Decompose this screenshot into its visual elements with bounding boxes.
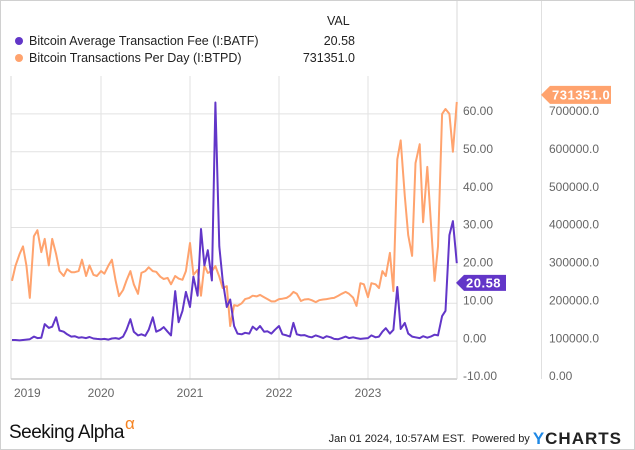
legend-dot-transactions	[15, 54, 23, 62]
left-tick-label: 40.00	[463, 180, 493, 194]
left-tick-label: 0.00	[463, 331, 487, 345]
right-tick-label: 0.00	[549, 369, 573, 383]
legend-item-fee[interactable]: Bitcoin Average Transaction Fee (I:BATF)…	[15, 33, 355, 49]
right-tick-label: 100000.0	[549, 331, 599, 345]
x-tick-label: 2023	[355, 386, 382, 400]
left-tick-label: 60.00	[463, 104, 493, 118]
left-tick-label: -10.00	[463, 369, 497, 383]
legend-value: 20.58	[323, 34, 355, 48]
fee-value-tag-text: 20.58	[466, 275, 501, 290]
transactions-value-tag-shape	[541, 85, 611, 104]
left-tick-label: 50.00	[463, 142, 493, 156]
footer-credits: Jan 01 2024, 10:57AM EST. Powered by YCHA…	[329, 429, 622, 449]
axes: -10.00 0.00 10.00 20.00 30.00 40.00 50.00 60.00…	[10, 1, 599, 400]
legend-dot-fee	[15, 37, 23, 45]
ycharts-logo[interactable]: YCHARTS	[533, 429, 622, 448]
fee-value-tag-shape	[456, 274, 506, 291]
legend-label: Bitcoin Average Transaction Fee (I:BATF)	[29, 34, 259, 48]
transactions-series-line	[11, 101, 458, 327]
powered-by: Powered by	[471, 433, 530, 445]
x-tick-label: 2020	[88, 386, 115, 400]
left-tick-label: 10.00	[463, 293, 493, 307]
fee-series-line	[12, 101, 458, 342]
right-tick-label: 400000.0	[549, 218, 599, 232]
right-tick-label: 700000.0	[549, 104, 599, 118]
x-tick-label: 2019	[14, 386, 41, 400]
legend-value: 731351.0	[302, 51, 355, 65]
left-tick-label: 20.00	[463, 256, 493, 270]
right-tick-label: 600000.0	[549, 142, 599, 156]
ycharts-y: Y	[532, 429, 546, 448]
alpha-mark: α	[125, 414, 135, 433]
timestamp: Jan 01 2024, 10:57AM EST.	[328, 433, 466, 445]
legend-item-transactions[interactable]: Bitcoin Transactions Per Day (I:BTPD) 73…	[15, 50, 355, 66]
transactions-value-tag: 731351.0	[541, 85, 611, 104]
ycharts-text: CHARTS	[545, 429, 622, 448]
right-tick-label: 500000.0	[549, 180, 599, 194]
series-lines	[11, 101, 458, 342]
legend-value-header: VAL	[327, 14, 350, 28]
right-tick-label: 200000.0	[549, 293, 599, 307]
brand-text: Seeking Alpha	[9, 422, 125, 443]
right-tick-label: 300000.0	[549, 256, 599, 270]
left-tick-label: 30.00	[463, 218, 493, 232]
x-tick-label: 2021	[177, 386, 204, 400]
fee-value-tag: 20.58	[456, 274, 506, 291]
seeking-alpha-logo: Seeking Alphaα	[9, 414, 135, 444]
x-tick-label: 2022	[266, 386, 293, 400]
value-tags: 20.58 731351.0	[456, 85, 611, 291]
legend-label: Bitcoin Transactions Per Day (I:BTPD)	[29, 51, 242, 65]
transactions-value-tag-text: 731351.0	[552, 87, 610, 102]
